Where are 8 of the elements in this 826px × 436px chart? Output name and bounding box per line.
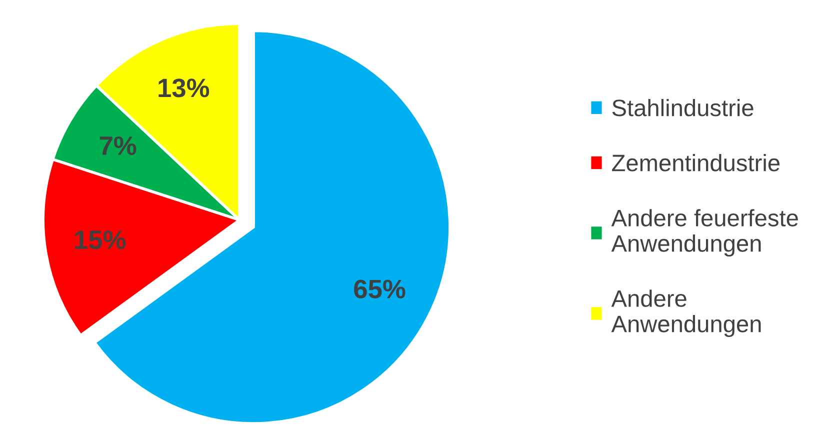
- data-label: 15%: [75, 230, 126, 250]
- legend-label: Andere Anwendungen: [611, 290, 761, 338]
- data-label: 65%: [354, 280, 406, 298]
- data-label: 7%: [100, 136, 136, 156]
- legend-label: Andere feuerfeste Anwendungen: [611, 209, 798, 257]
- data-label: 13%: [158, 78, 210, 98]
- legend-label: Stahlindustrie: [612, 98, 754, 116]
- legend-label: Zementindustrie: [612, 154, 780, 172]
